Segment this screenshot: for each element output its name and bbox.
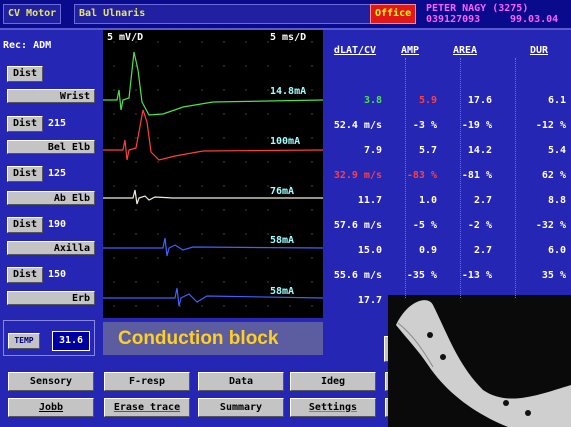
stim-intensity: 14.8mA [270,86,306,97]
action-button[interactable]: Settings [290,398,376,417]
cell: 35 % [506,270,566,281]
cell: 32.9 m/s [322,170,382,181]
cell: -12 % [506,120,566,131]
sweep: 5 ms/D [270,32,306,43]
cell: 11.7 [322,195,382,206]
cell: 8.8 [506,195,566,206]
action-button[interactable]: Sensory [8,372,94,391]
mode: CV Motor [3,4,61,24]
temp-value: 31.6 [52,331,90,351]
rec-site: Rec: ADM [3,40,51,51]
site-button[interactable]: Dist [7,116,43,132]
cell: 52.4 m/s [322,120,382,131]
cell: 15.0 [322,245,382,256]
cell: 6.1 [506,95,566,106]
cell: -5 % [377,220,437,231]
action-button[interactable]: Erase trace [104,398,190,417]
patient: PETER NAGY (3275) [426,3,528,14]
date: 99.03.04 [510,14,558,25]
cell: 5.9 [377,95,437,106]
cell: 55.6 m/s [322,270,382,281]
sensitivity: 5 mV/D [107,32,143,43]
column-header: DUR [514,45,564,56]
cell: 0.9 [377,245,437,256]
distance: 125 [48,168,66,179]
cell: -81 % [432,170,492,181]
site-button[interactable]: Wrist [7,89,95,103]
distance: 150 [48,269,66,280]
cell: 5.7 [377,145,437,156]
action-button[interactable]: Summary [198,398,284,417]
cell: 1.0 [377,195,437,206]
temp-label[interactable]: TEMP [8,333,40,349]
cell: -13 % [432,270,492,281]
annotation: Conduction block [103,322,323,355]
distance: 190 [48,219,66,230]
results-table [323,30,571,300]
site-button[interactable]: Ab Elb [7,191,95,205]
cell: 3.8 [322,95,382,106]
patient-id: 039127093 [426,14,480,25]
cell: -83 % [377,170,437,181]
column-header: dLAT/CV [330,45,380,56]
cell: -3 % [377,120,437,131]
nerve: Bal Ulnaris [74,4,374,24]
cell: -32 % [506,220,566,231]
action-button[interactable]: Jobb [8,398,94,417]
cell: 14.2 [432,145,492,156]
trace-panel [103,30,323,318]
site-button[interactable]: Bel Elb [7,140,95,154]
cell: 2.7 [432,245,492,256]
action-button[interactable]: F-resp [104,372,190,391]
cell: -19 % [432,120,492,131]
column-header: AREA [440,45,490,56]
location[interactable]: Office [370,4,416,24]
cell: 5.4 [506,145,566,156]
site-button[interactable]: Dist [7,267,43,283]
stim-intensity: 76mA [270,186,294,197]
stim-intensity: 58mA [270,286,294,297]
distance: 215 [48,118,66,129]
action-button[interactable]: Data [198,372,284,391]
cell: 17.6 [432,95,492,106]
cell: 7.9 [322,145,382,156]
stim-intensity: 100mA [270,136,300,147]
cell: -35 % [377,270,437,281]
cell: 57.6 m/s [322,220,382,231]
column-header: AMP [385,45,435,56]
site-button[interactable]: Dist [7,66,43,82]
cell: 2.7 [432,195,492,206]
site-button[interactable]: Dist [7,166,43,182]
stim-intensity: 58mA [270,235,294,246]
site-button[interactable]: Dist [7,217,43,233]
cell: 62 % [506,170,566,181]
arm-photo [388,295,571,427]
screen: {"header":{"mode":"CV Motor","nerve":"Ba… [0,0,571,427]
cell: -2 % [432,220,492,231]
action-button[interactable]: Ideg [290,372,376,391]
cell: 6.0 [506,245,566,256]
site-button[interactable]: Erb [7,291,95,305]
cell: 17.7 [322,295,382,306]
waveforms [103,30,323,318]
site-button[interactable]: Axilla [7,241,95,255]
